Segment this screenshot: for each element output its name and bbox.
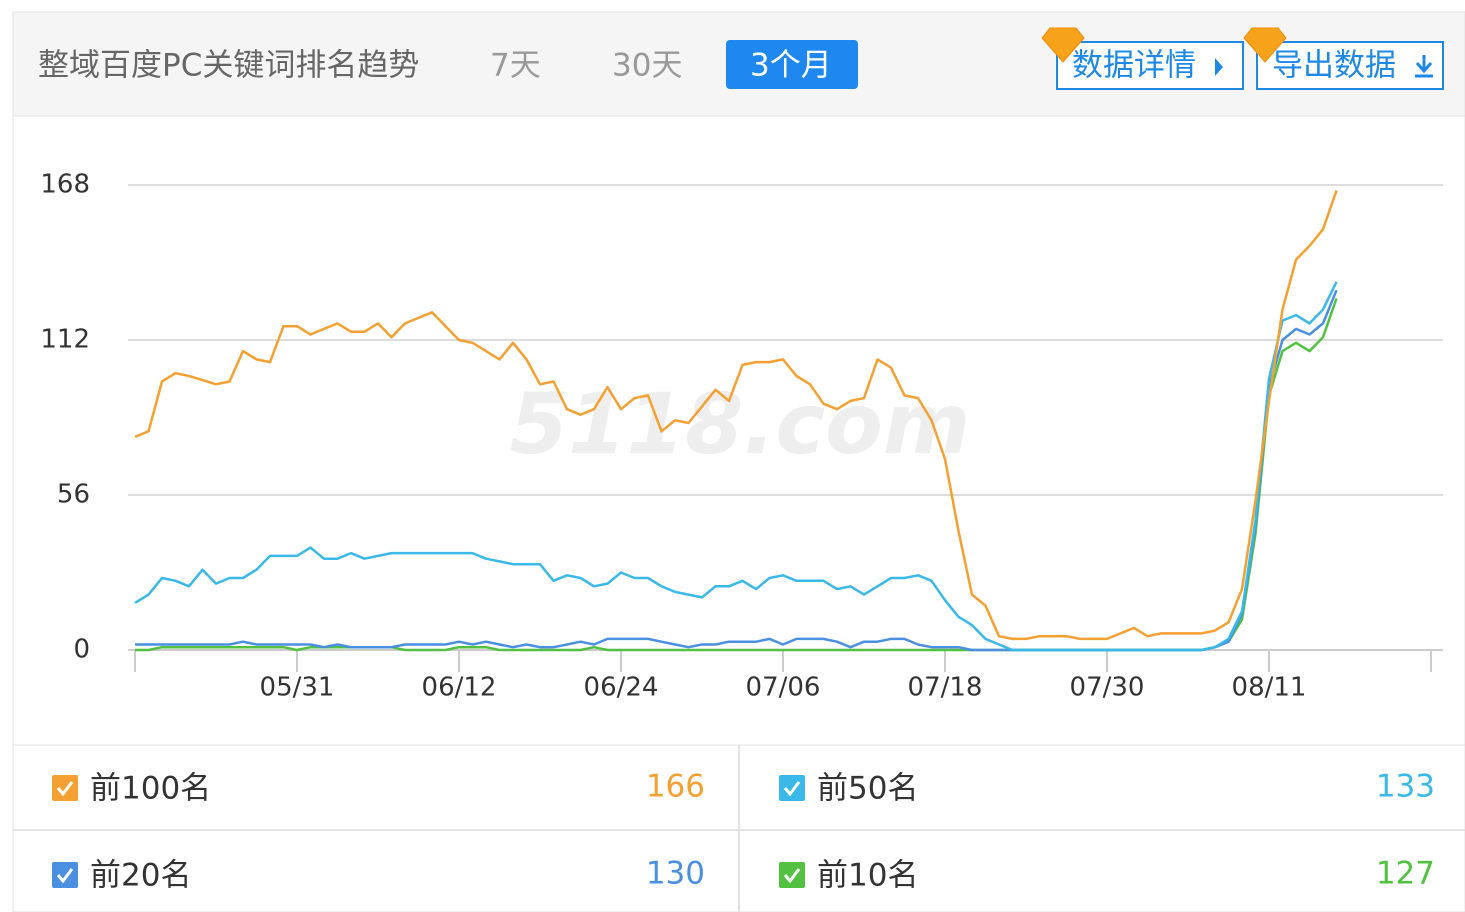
button[interactable]: 导出数据 — [1243, 27, 1444, 90]
legend-value: 127 — [1376, 856, 1435, 892]
button-label[interactable]: 数据详情 — [1072, 48, 1196, 84]
check-mark — [783, 868, 801, 884]
legend-checkbox[interactable] — [52, 775, 78, 801]
check-mark — [783, 781, 801, 797]
legend-value: 166 — [646, 769, 705, 805]
series-line — [134, 190, 1338, 641]
x-tick-label: 07/30 — [1070, 673, 1145, 703]
button[interactable]: 数据详情 — [1041, 27, 1244, 90]
y-tick-label: 168 — [40, 170, 90, 200]
tab[interactable]: 7天 — [490, 48, 541, 84]
button-frame[interactable] — [1056, 41, 1244, 90]
diamond-icon — [1041, 27, 1085, 63]
button-label[interactable]: 导出数据 — [1272, 48, 1396, 84]
series-line — [134, 281, 1338, 652]
y-tick-label: 0 — [73, 635, 90, 665]
check-mark — [56, 781, 74, 797]
chart-panel — [12, 115, 1465, 746]
legend-checkbox[interactable] — [52, 862, 78, 888]
watermark: 5118.com — [510, 375, 971, 473]
download-icon — [1415, 55, 1433, 78]
header-title: 整域百度PC关键词排名趋势 — [38, 48, 419, 84]
legend-label[interactable]: 前20名 — [90, 858, 191, 894]
tab[interactable]: 3个月 — [750, 48, 832, 84]
diamond-icon — [1243, 27, 1287, 63]
arrow-icon — [1215, 58, 1223, 76]
legend-label[interactable]: 前10名 — [817, 858, 918, 894]
legend-label[interactable]: 前50名 — [817, 771, 918, 807]
x-tick-label: 07/18 — [908, 673, 983, 703]
y-tick-label: 112 — [40, 325, 90, 355]
legend-value: 133 — [1376, 769, 1435, 805]
y-tick-label: 56 — [57, 480, 90, 510]
legend-checkbox[interactable] — [779, 862, 805, 888]
button-frame[interactable] — [1256, 41, 1444, 90]
tab[interactable]: 30天 — [612, 48, 682, 84]
check-mark — [56, 868, 74, 884]
tab-active-bg[interactable] — [726, 40, 858, 89]
legend-value: 130 — [646, 856, 705, 892]
legend-label[interactable]: 前100名 — [90, 771, 211, 807]
x-tick-label: 05/31 — [260, 673, 335, 703]
x-tick-label: 08/11 — [1232, 673, 1307, 703]
legend-checkbox[interactable] — [779, 775, 805, 801]
x-tick-label: 07/06 — [746, 673, 821, 703]
x-tick-label: 06/24 — [584, 673, 659, 703]
x-tick-label: 06/12 — [422, 673, 497, 703]
